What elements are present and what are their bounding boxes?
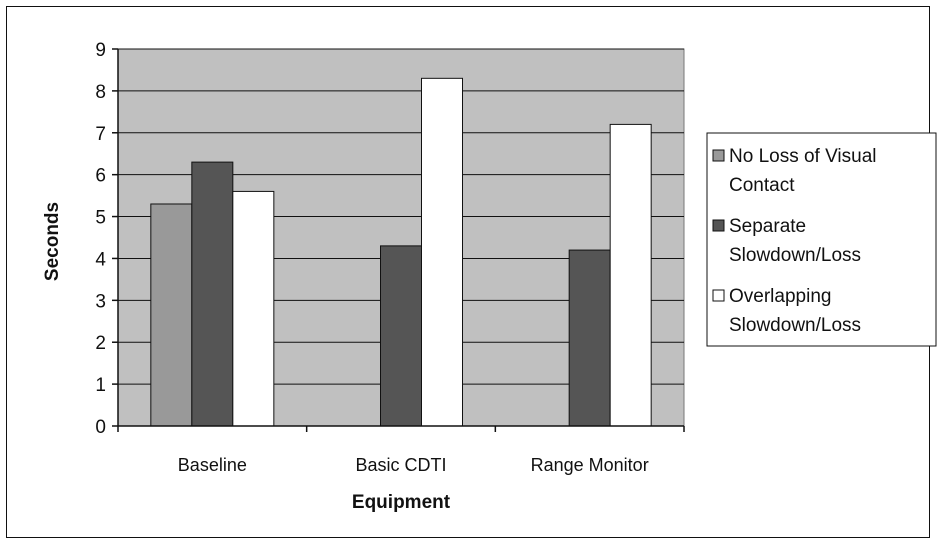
- legend-label-line: Contact: [729, 175, 795, 196]
- legend: No Loss of Visual Contact Separate Slowdown…: [706, 132, 937, 347]
- legend-label-line: Slowdown/Loss: [729, 245, 861, 266]
- legend-label-line: Overlapping: [729, 286, 831, 307]
- y-tick-label: 7: [95, 124, 106, 145]
- x-axis-title: Equipment: [352, 492, 451, 513]
- legend-label-line: Separate: [729, 216, 806, 237]
- x-tick-labels: Baseline Basic CDTI Range Monitor: [117, 426, 685, 475]
- bar: [232, 190, 275, 427]
- y-tick-label: 2: [95, 333, 106, 354]
- bar: [380, 245, 422, 427]
- y-tick-label: 0: [95, 417, 106, 438]
- legend-swatch: [712, 289, 725, 302]
- x-tick-label: Baseline: [178, 455, 247, 475]
- legend-label-line: No Loss of Visual: [729, 146, 877, 167]
- y-tick-label: 3: [95, 291, 106, 312]
- bar: [421, 77, 463, 427]
- bar: [568, 249, 611, 427]
- y-tick-label: 9: [95, 40, 106, 61]
- bar: [150, 203, 193, 427]
- y-tick-label: 8: [95, 82, 106, 103]
- y-tick-label: 4: [95, 249, 106, 270]
- legend-swatch: [712, 219, 725, 232]
- legend-label: No Loss of Visual Contact: [729, 146, 877, 196]
- bars: [150, 77, 652, 427]
- legend-swatch: [712, 149, 725, 162]
- y-axis-title: Seconds: [42, 202, 63, 281]
- x-tick-label: Range Monitor: [531, 455, 649, 475]
- x-tick-label: Basic CDTI: [355, 455, 446, 475]
- legend-label-line: Slowdown/Loss: [729, 315, 861, 336]
- legend-label: Overlapping Slowdown/Loss: [729, 286, 861, 336]
- y-tick-label: 6: [95, 166, 106, 187]
- legend-box: [706, 132, 937, 347]
- legend-label: Separate Slowdown/Loss: [729, 216, 861, 266]
- y-tick-label: 1: [95, 375, 106, 396]
- bar: [609, 123, 652, 427]
- y-tick-labels: 0 1 2 3 4 5 6 7 8 9: [95, 40, 118, 438]
- y-tick-label: 5: [95, 208, 106, 229]
- bar: [191, 161, 234, 427]
